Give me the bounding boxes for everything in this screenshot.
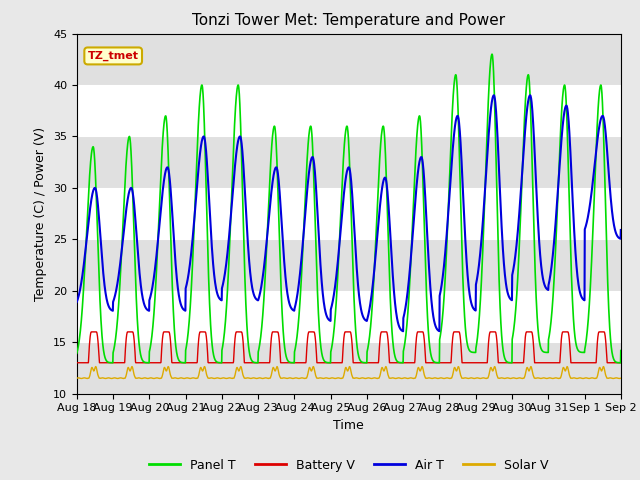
Bar — [77, 342, 621, 394]
Bar — [77, 34, 621, 85]
Title: Tonzi Tower Met: Temperature and Power: Tonzi Tower Met: Temperature and Power — [192, 13, 506, 28]
Bar — [77, 240, 621, 291]
Bar — [77, 136, 621, 188]
Y-axis label: Temperature (C) / Power (V): Temperature (C) / Power (V) — [35, 127, 47, 300]
Legend: Panel T, Battery V, Air T, Solar V: Panel T, Battery V, Air T, Solar V — [144, 454, 554, 477]
X-axis label: Time: Time — [333, 419, 364, 432]
Text: TZ_tmet: TZ_tmet — [88, 51, 139, 61]
